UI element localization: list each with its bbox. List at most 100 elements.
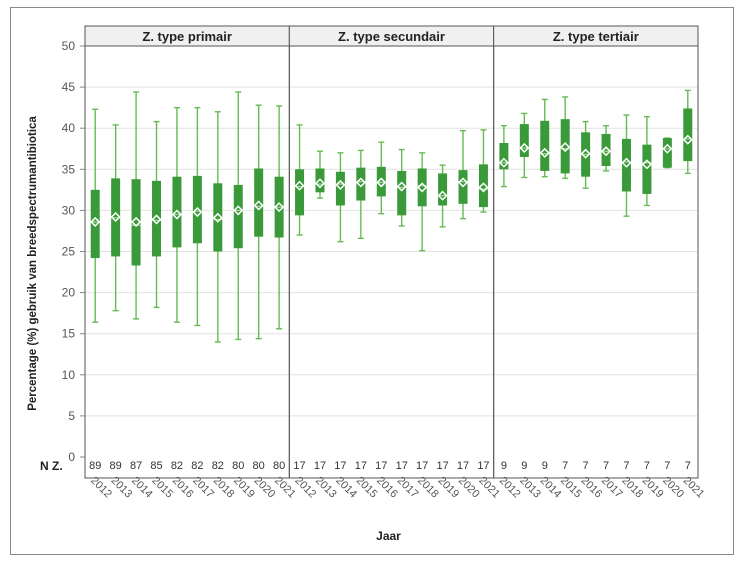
n-value: 7 (644, 460, 650, 472)
mean-marker (90, 216, 101, 227)
n-value: 89 (89, 460, 101, 472)
x-axis-title: Jaar (376, 529, 401, 543)
x-tick-label: 2021 (681, 475, 707, 501)
n-value: 17 (477, 460, 489, 472)
y-tick-label: 30 (62, 203, 76, 217)
mean-marker (171, 209, 183, 220)
box (152, 180, 162, 257)
box (376, 166, 386, 197)
mean-marker (621, 157, 632, 168)
box (621, 138, 631, 192)
mean-marker (355, 177, 366, 188)
mean-marker (682, 134, 693, 145)
x-tick-label: 2020 (252, 475, 278, 501)
mean-marker (110, 211, 121, 223)
x-tick-label: 2015 (354, 475, 380, 501)
mean-marker (498, 157, 509, 168)
n-value: 17 (375, 460, 387, 472)
box (356, 167, 366, 201)
n-value: 9 (542, 460, 548, 472)
n-value: 7 (562, 460, 568, 472)
box (213, 183, 223, 252)
box (295, 169, 305, 216)
n-value: 89 (110, 460, 122, 472)
y-tick-label: 40 (62, 121, 76, 135)
x-tick-label: 2013 (313, 475, 339, 501)
x-tick-label: 2012 (497, 475, 523, 501)
box (90, 189, 100, 259)
n-value: 80 (232, 460, 244, 472)
mean-marker (376, 177, 387, 188)
x-tick-label: 2019 (640, 475, 666, 501)
box (397, 170, 407, 216)
mean-marker (539, 147, 550, 158)
x-tick-label: 2016 (374, 475, 400, 501)
n-value: 17 (436, 460, 448, 472)
n-value: 7 (685, 460, 691, 472)
mean-marker (131, 216, 142, 227)
x-tick-label: 2017 (190, 475, 216, 501)
mean-marker (641, 159, 652, 170)
n-value: 17 (355, 460, 367, 472)
box (315, 168, 325, 193)
x-tick-label: 2015 (149, 475, 175, 501)
box (233, 184, 243, 249)
n-value: 17 (416, 460, 428, 472)
mean-marker (253, 200, 264, 211)
n-value: 7 (583, 460, 589, 472)
box (499, 142, 509, 170)
mean-marker (662, 143, 673, 154)
n-value: 9 (521, 460, 527, 472)
x-tick-label: 2020 (456, 475, 482, 501)
x-tick-label: 2013 (517, 475, 543, 501)
mean-marker (519, 142, 530, 153)
mean-marker (212, 212, 223, 223)
n-value: 7 (603, 460, 609, 472)
n-row-label: N Z. (40, 459, 63, 473)
n-value: 17 (314, 460, 326, 472)
y-tick-label: 45 (62, 80, 76, 94)
n-value: 87 (130, 460, 142, 472)
n-value: 82 (212, 460, 224, 472)
x-tick-label: 2012 (292, 475, 318, 501)
mean-marker (600, 146, 612, 157)
box (478, 164, 488, 208)
x-tick-label: 2021 (272, 475, 298, 501)
x-tick-label: 2018 (619, 475, 645, 501)
x-tick-label: 2019 (435, 475, 461, 501)
n-value: 7 (623, 460, 629, 472)
box (417, 168, 427, 207)
x-tick-label: 2016 (170, 475, 196, 501)
y-tick-label: 10 (62, 368, 76, 382)
panel-frame (493, 45, 699, 479)
box (560, 119, 570, 174)
x-tick-label: 2012 (88, 475, 114, 501)
box (172, 176, 182, 248)
box (254, 168, 264, 237)
n-value: 17 (396, 460, 408, 472)
mean-marker (294, 180, 305, 191)
n-value: 80 (273, 460, 285, 472)
n-value: 17 (457, 460, 469, 472)
mean-marker (580, 148, 591, 159)
x-tick-label: 2014 (538, 475, 564, 501)
x-tick-label: 2013 (109, 475, 135, 501)
panel-title: Z. type tertiair (553, 29, 639, 44)
mean-marker (396, 181, 407, 192)
n-value: 9 (501, 460, 507, 472)
mean-marker (437, 190, 448, 201)
panel-title: Z. type primair (142, 29, 232, 44)
x-tick-label: 2016 (578, 475, 604, 501)
x-tick-label: 2017 (395, 475, 421, 501)
mean-marker (314, 178, 326, 189)
n-value: 82 (191, 460, 203, 472)
mean-marker (151, 214, 162, 225)
mean-marker (274, 202, 285, 213)
box (540, 120, 550, 171)
y-tick-label: 15 (62, 327, 76, 341)
n-value: 80 (253, 460, 265, 472)
box (601, 133, 611, 167)
mean-marker (478, 182, 489, 193)
mean-marker (417, 182, 428, 193)
